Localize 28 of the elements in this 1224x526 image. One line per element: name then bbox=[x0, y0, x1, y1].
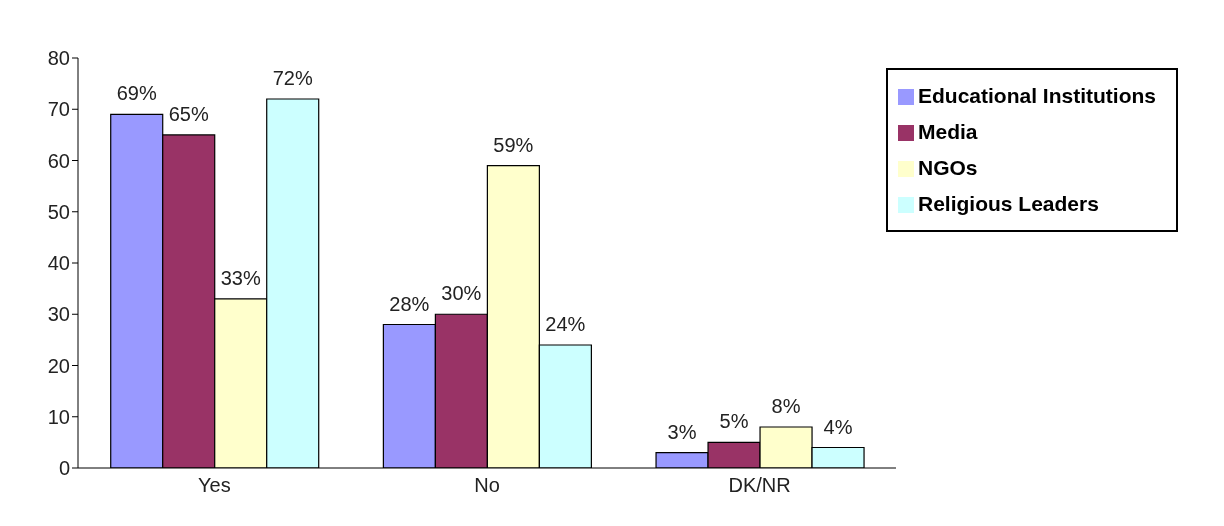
legend-label: Media bbox=[917, 120, 978, 143]
y-tick-label: 20 bbox=[47, 354, 70, 377]
y-tick-label: 10 bbox=[47, 405, 70, 428]
data-label: 8% bbox=[771, 395, 801, 417]
data-label: 4% bbox=[823, 415, 853, 438]
legend-label: NGOs bbox=[917, 156, 978, 179]
y-tick-label: 0 bbox=[58, 457, 70, 480]
data-label: 72% bbox=[272, 67, 313, 89]
y-tick-label: 70 bbox=[47, 98, 70, 121]
legend-label: Educational Institutions bbox=[917, 84, 1156, 107]
data-label: 24% bbox=[545, 313, 586, 335]
y-tick-label: 50 bbox=[47, 200, 70, 223]
data-label: 3% bbox=[667, 420, 697, 443]
data-label: 33% bbox=[220, 266, 261, 289]
y-tick-label: 60 bbox=[47, 149, 70, 172]
data-label: 30% bbox=[441, 282, 482, 305]
x-tick-label: Yes bbox=[198, 474, 231, 497]
y-tick-label: 80 bbox=[47, 47, 70, 70]
data-label: 5% bbox=[719, 410, 749, 433]
legend-label: Religious Leaders bbox=[917, 192, 1099, 215]
y-tick-label: 40 bbox=[47, 252, 70, 275]
data-label: 28% bbox=[389, 292, 430, 315]
data-label: 65% bbox=[168, 102, 209, 125]
data-label: 69% bbox=[116, 82, 157, 105]
x-tick-label: DK/NR bbox=[728, 474, 791, 497]
data-label: 59% bbox=[493, 133, 534, 156]
y-tick-label: 30 bbox=[47, 303, 70, 326]
x-tick-label: No bbox=[474, 474, 500, 497]
